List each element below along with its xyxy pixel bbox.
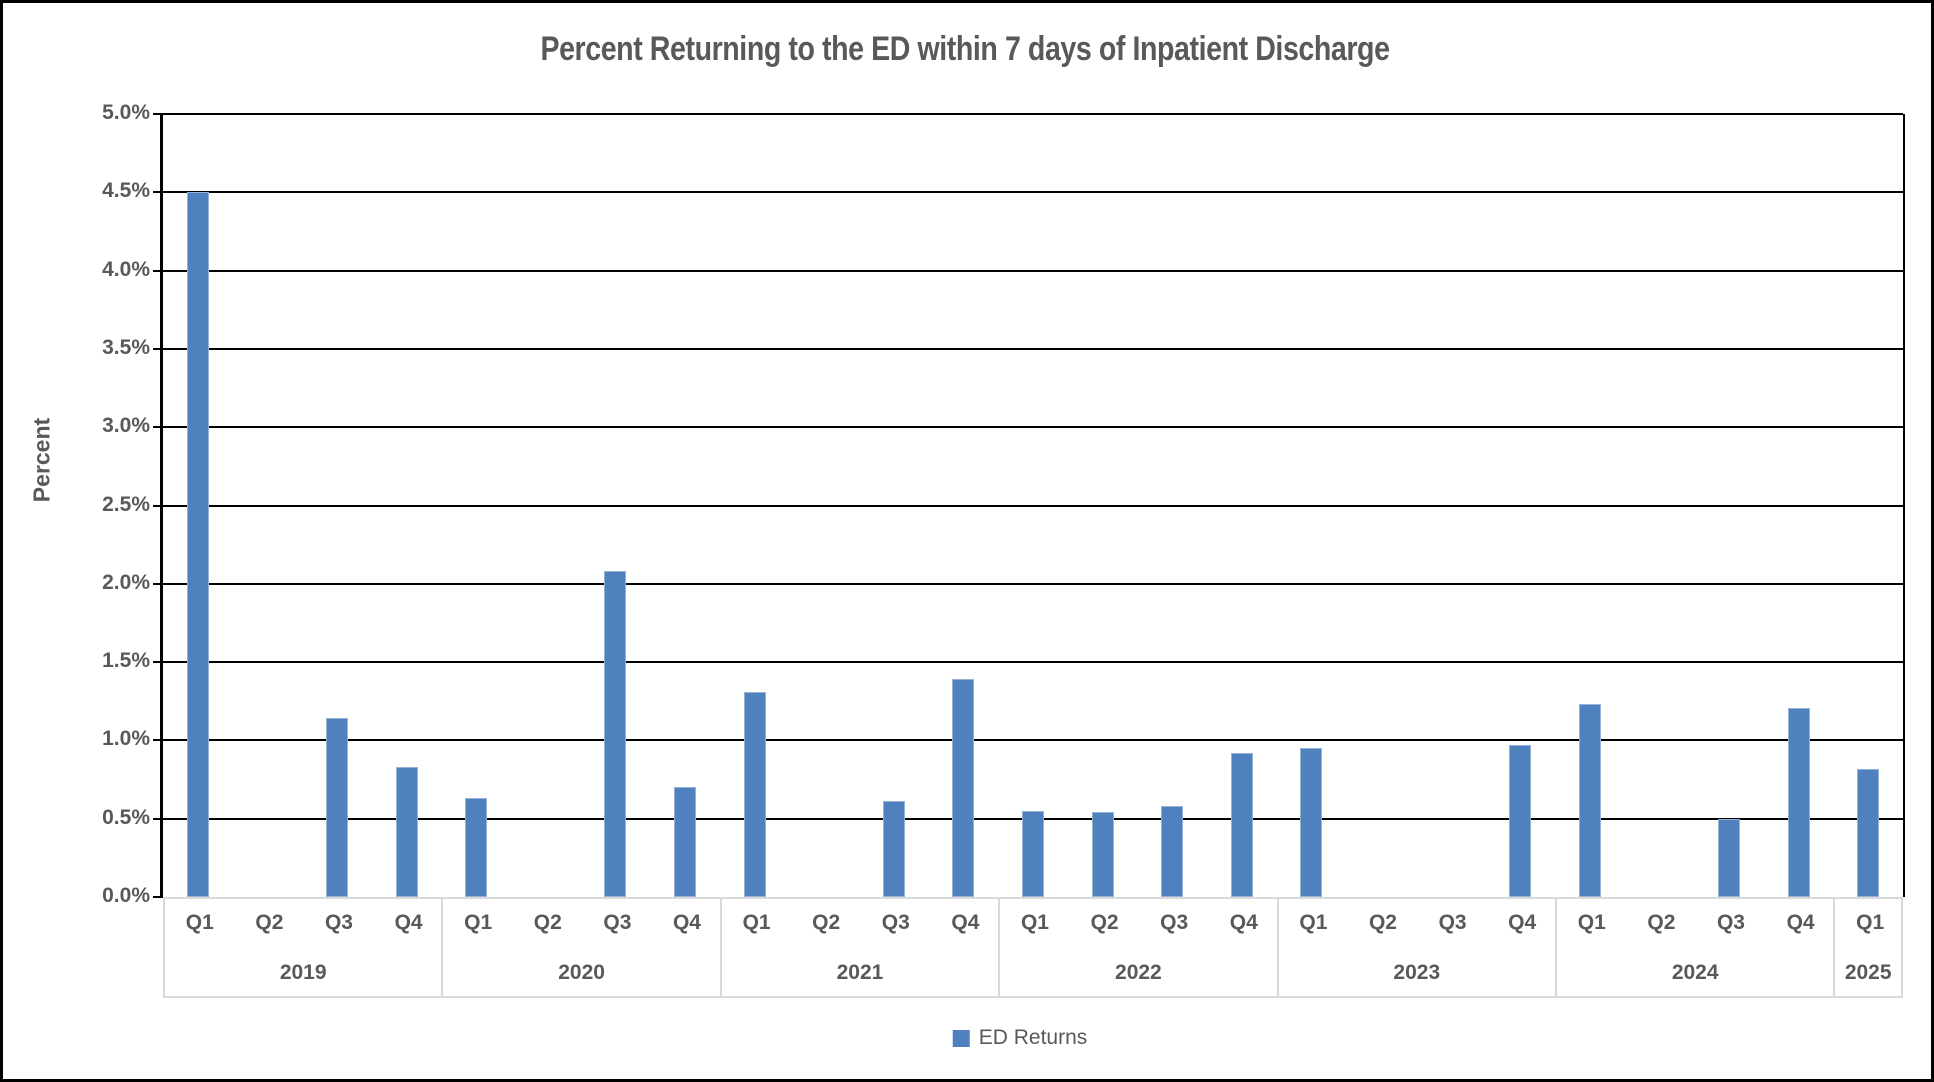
legend-marker: [952, 1029, 970, 1047]
gridline: [163, 426, 1903, 429]
y-tick-label: 4.0%: [102, 257, 150, 281]
x-tick-label-quarter: Q4: [1229, 911, 1258, 934]
year-group-box: Q1 Q2 Q3 Q4 2022: [998, 897, 1277, 998]
x-tick-label-quarter: Q1: [742, 911, 771, 934]
chart-title: Percent Returning to the ED within 7 day…: [540, 30, 1390, 68]
bar: [604, 571, 627, 897]
y-axis-tick: [153, 817, 163, 820]
bar: [186, 192, 209, 897]
gridline: [163, 191, 1903, 194]
x-tick-label-quarter: Q1: [1577, 911, 1606, 934]
bar: [1787, 707, 1810, 897]
y-tick-label: 3.5%: [102, 335, 150, 359]
x-tick-label-year: 2024: [1671, 961, 1719, 984]
y-tick-label: 1.0%: [102, 727, 150, 751]
y-axis-tick: [153, 426, 163, 429]
x-tick-label-quarter: Q3: [603, 911, 632, 934]
year-group-box: Q1 2025: [1833, 897, 1903, 998]
y-axis-tick: [153, 896, 163, 898]
bar: [326, 718, 348, 897]
bar: [1022, 810, 1044, 897]
bar: [882, 801, 905, 897]
x-tick-label-quarter: Q3: [324, 911, 353, 934]
bar: [1300, 748, 1323, 897]
year-group-box: Q1 Q2 Q3 Q4 2021: [719, 897, 999, 998]
x-tick-label-quarter: Q1: [1856, 911, 1885, 934]
x-tick-label-quarter: Q4: [672, 911, 701, 934]
bar: [1161, 806, 1184, 897]
gridline: [163, 504, 1903, 507]
x-tick-label-quarter: Q1: [464, 911, 493, 934]
x-tick-label-year: 2022: [1115, 961, 1162, 984]
x-tick-label-quarter: Q3: [1716, 911, 1745, 934]
y-tick-label: 2.0%: [102, 570, 150, 594]
x-tick-label-quarter: Q2: [533, 911, 562, 934]
legend: ED Returns: [952, 1026, 1088, 1050]
x-tick-label-quarter: Q3: [1160, 911, 1189, 934]
year-group-box: Q1 Q2 Q3 Q4 2019: [163, 897, 442, 998]
y-tick-label: 0.5%: [102, 805, 150, 829]
legend-label: ED Returns: [978, 1026, 1088, 1049]
x-tick-label-quarter: Q1: [1020, 911, 1049, 934]
year-group-box: Q1 Q2 Q3 Q4 2023: [1276, 897, 1555, 998]
x-tick-label-quarter: Q4: [951, 911, 980, 934]
bar: [952, 679, 975, 897]
x-tick-label-quarter: Q1: [185, 911, 214, 934]
year-group-box: Q1 Q2 Q3 Q4 2020: [441, 897, 720, 998]
x-tick-label-quarter: Q2: [1368, 911, 1397, 934]
plot-area: [160, 113, 1905, 899]
y-tick-label: 5.0%: [102, 101, 150, 124]
y-axis-tick: [153, 504, 163, 507]
y-axis-tick: [153, 113, 163, 115]
y-tick-label: 4.5%: [102, 179, 150, 203]
bar: [1230, 752, 1253, 897]
category-axis: Q1 Q2 Q3 Q4 2019 Q1 Q2 Q3 Q4 2020 Q1 Q2 Q3 Q4 2021 Q1 Q2…: [163, 897, 1903, 998]
x-tick-label-quarter: Q4: [1508, 911, 1537, 934]
y-tick-label: 0.0%: [102, 884, 150, 907]
gridline: [163, 269, 1903, 272]
x-axis-line: [163, 897, 1903, 899]
x-tick-label-quarter: Q2: [812, 911, 841, 934]
x-tick-label-year: 2019: [279, 961, 327, 984]
y-axis-tick: [153, 582, 163, 585]
x-tick-label-year: 2020: [558, 961, 605, 984]
x-tick-label-quarter: Q2: [1090, 911, 1119, 934]
gridline: [163, 582, 1903, 585]
x-tick-label-quarter: Q3: [881, 911, 910, 934]
year-group-box: Q1 Q2 Q3 Q4 2024: [1555, 897, 1834, 998]
x-tick-label-quarter: Q3: [1438, 911, 1467, 934]
y-tick-label: 1.5%: [102, 649, 150, 673]
x-tick-label-year: 2021: [836, 961, 884, 984]
bar: [395, 767, 418, 897]
x-tick-label-quarter: Q1: [1299, 911, 1328, 934]
y-axis-tick: [153, 347, 163, 350]
gridline: [163, 347, 1903, 350]
x-tick-label-quarter: Q4: [1786, 911, 1815, 934]
bar: [1857, 768, 1880, 897]
plot-right-border: [1903, 114, 1905, 897]
x-tick-label-year: 2023: [1393, 961, 1441, 984]
gridline: [163, 113, 1903, 115]
x-tick-label-year: 2025: [1844, 961, 1892, 984]
y-axis-tick: [153, 661, 163, 664]
bar: [1718, 818, 1740, 897]
bar: [1578, 704, 1601, 897]
bar: [1509, 745, 1532, 897]
bar: [674, 787, 696, 897]
bar: [743, 691, 766, 897]
y-axis-tick: [153, 191, 163, 194]
x-tick-label-quarter: Q4: [394, 911, 423, 934]
y-axis-tick: [153, 739, 163, 742]
x-tick-label-quarter: Q2: [1647, 911, 1676, 934]
y-tick-label: 2.5%: [102, 492, 150, 516]
bar: [465, 798, 488, 897]
gridline: [163, 739, 1903, 742]
bar: [1091, 812, 1114, 897]
y-tick-label: 3.0%: [102, 414, 150, 438]
gridline: [163, 661, 1903, 664]
y-axis-tick: [153, 269, 163, 272]
x-tick-label-quarter: Q2: [255, 911, 284, 934]
